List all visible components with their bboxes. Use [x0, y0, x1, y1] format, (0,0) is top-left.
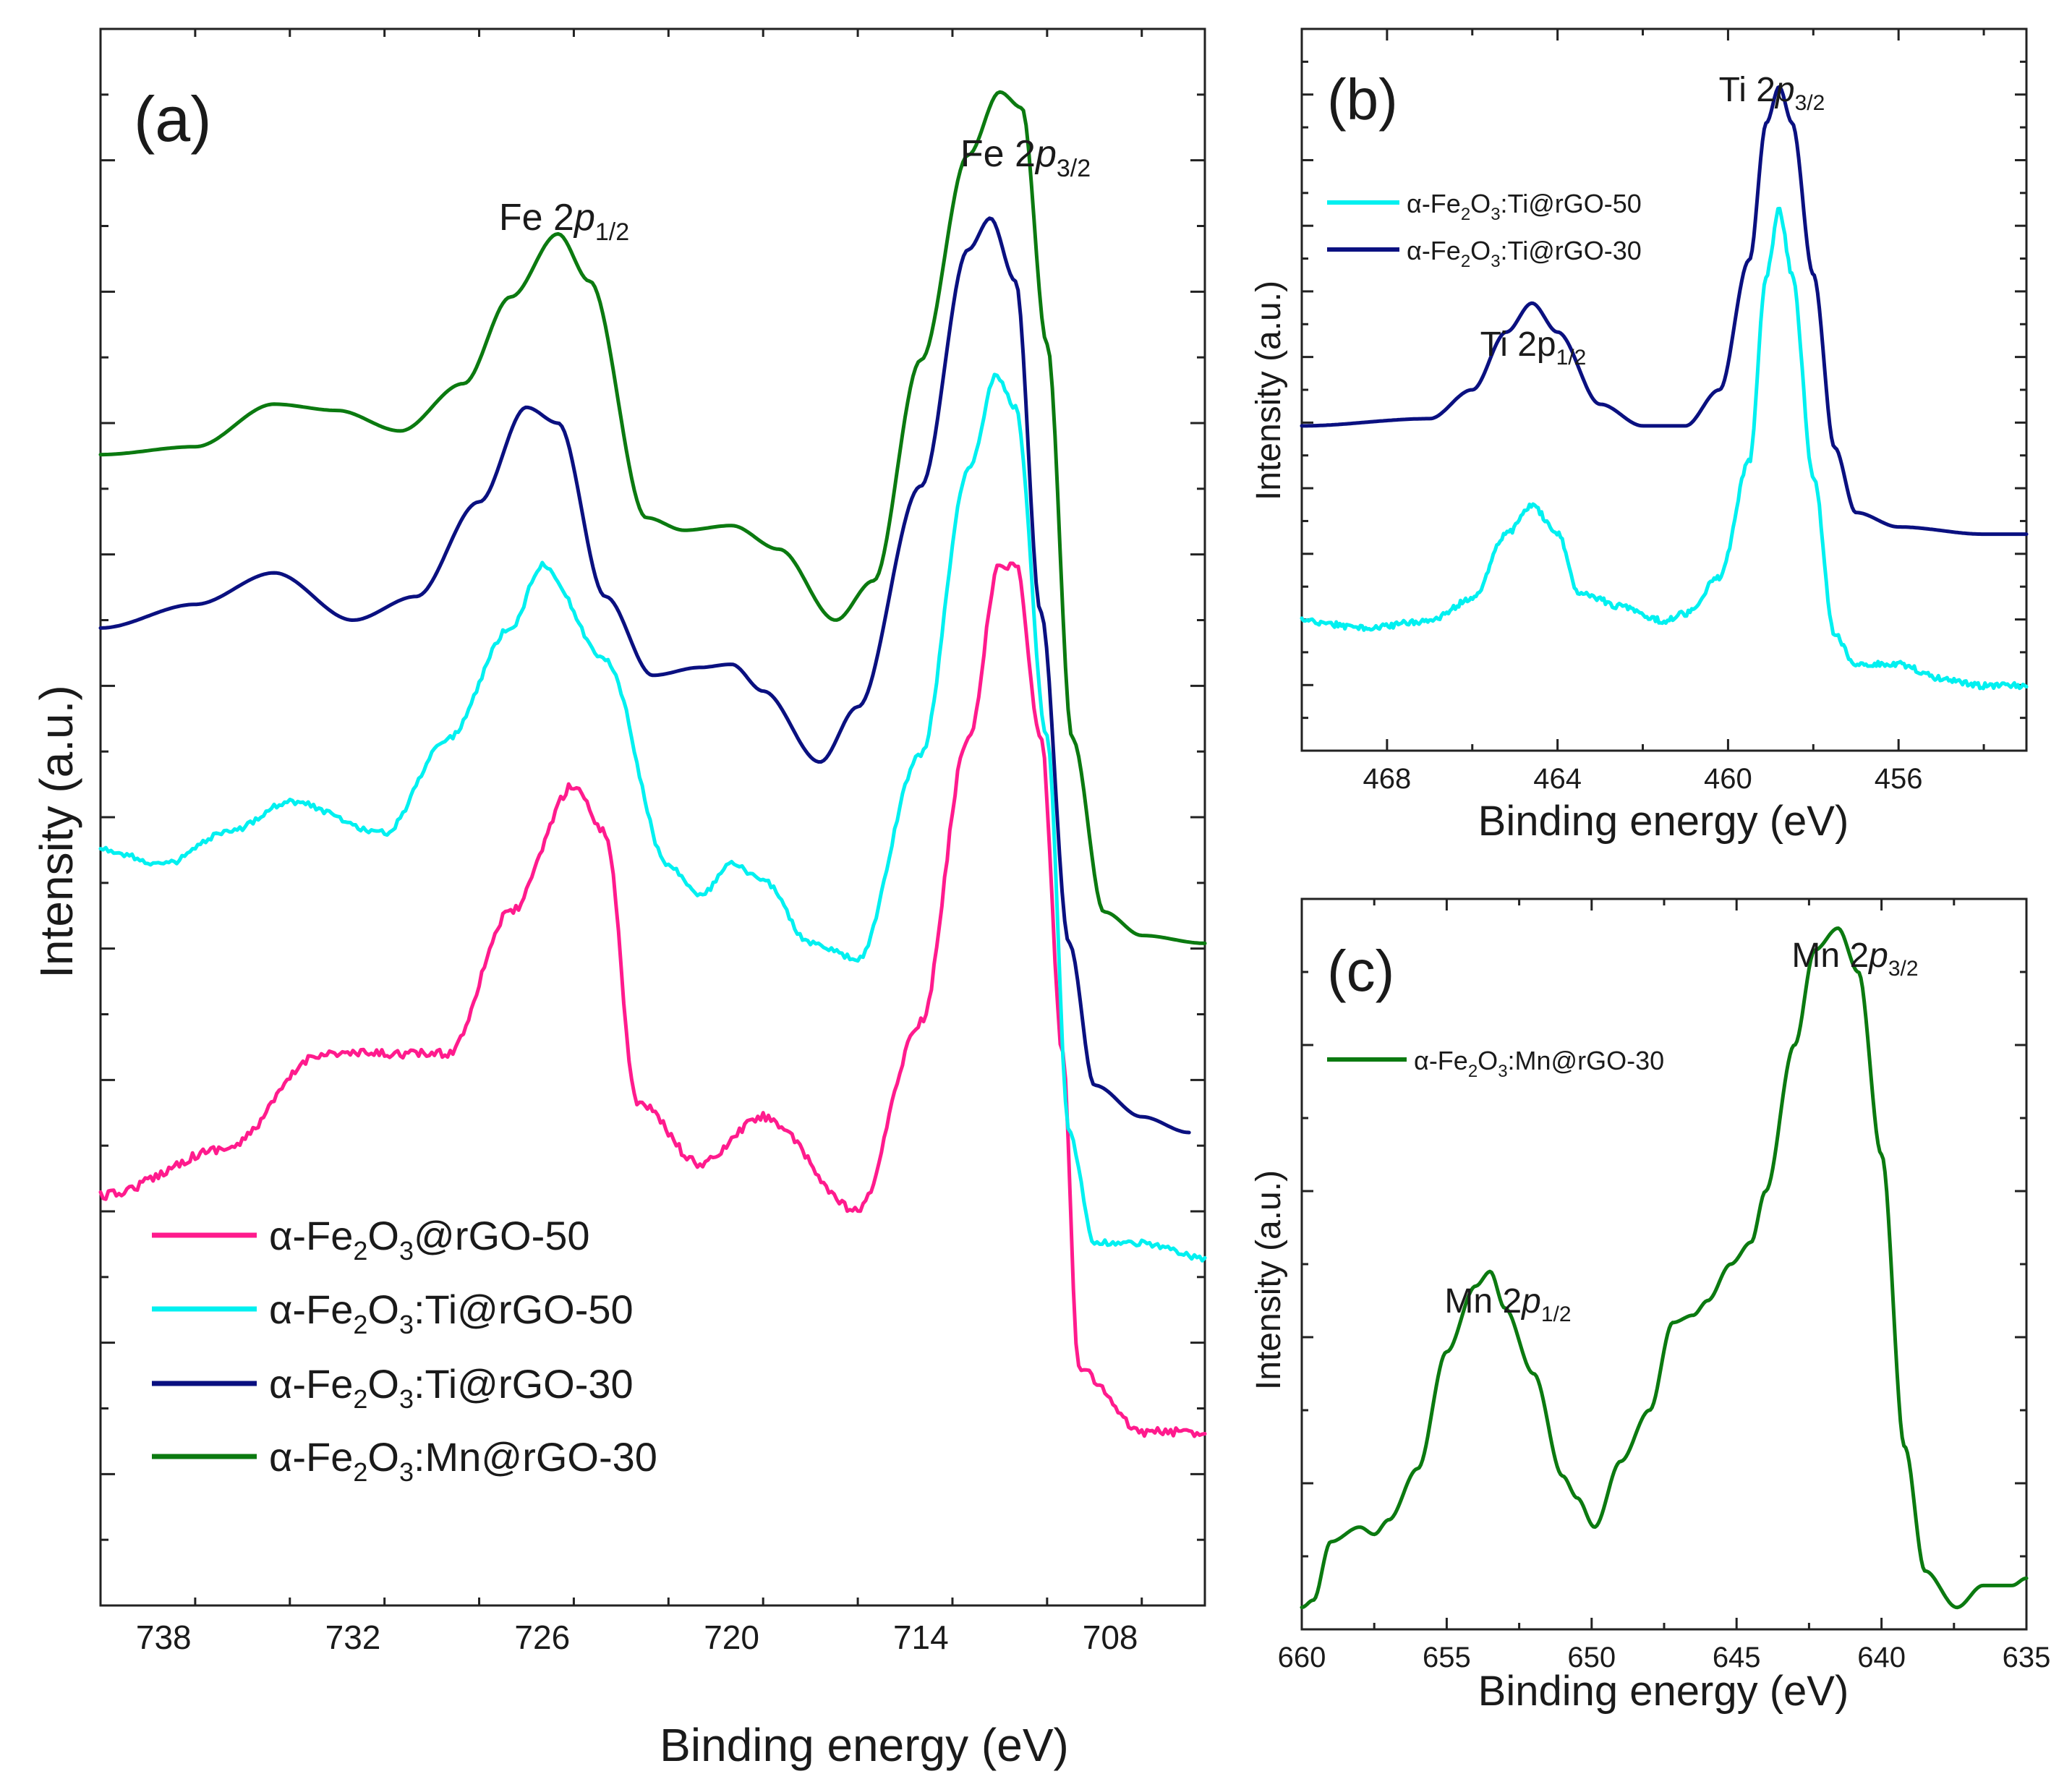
legend-label-fe2o3-ti-rgo-30: α-Fe2O3:Ti@rGO-30: [269, 1361, 634, 1414]
legend-entry-c-fe2o3-mn-rgo-30: α-Fe2O3:Mn@rGO-30: [1327, 1046, 1664, 1081]
series-a--fe2o3-ti-rgo-30: [98, 216, 1191, 1135]
x-tick-label: 650: [1567, 1642, 1616, 1673]
panel-a-plot-frame: [99, 27, 1206, 1607]
panel-a: 738 732 726 720 714 708 (a) Fe 2p1/2 Fe 2p3/2…: [30, 27, 1207, 1771]
panel-c: 660 655 650 645 640 635 (c) Mn 2p1/2 Mn 2p3/2…: [1250, 897, 2051, 1715]
panel-b-x-ticks: 468 464 460 456: [1300, 29, 1985, 795]
x-tick-label: 464: [1533, 763, 1582, 795]
x-tick-label: 738: [136, 1618, 192, 1656]
legend-entry-b-fe2o3-ti-rgo-30: α-Fe2O3:Ti@rGO-30: [1327, 236, 1642, 271]
x-tick-label: 726: [514, 1618, 570, 1656]
panel-b-plot-frame: [1300, 27, 2028, 752]
panel-a-y-ticks: [101, 93, 1205, 1541]
legend-label-fe2o3-ti-rgo-50: α-Fe2O3:Ti@rGO-50: [269, 1287, 634, 1339]
x-tick-label: 468: [1363, 763, 1412, 795]
panel-b: 468 464 460 456 (b) Ti 2p1/2 Ti 2p3/2 Bindi…: [1250, 27, 2029, 845]
panel-c-x-axis-label: Binding energy (eV): [1478, 1668, 1849, 1715]
legend-entry-fe2o3-ti-rgo-30: α-Fe2O3:Ti@rGO-30: [152, 1361, 634, 1414]
legend-entry-fe2o3-ti-rgo-50: α-Fe2O3:Ti@rGO-50: [152, 1287, 634, 1339]
panel-b-y-axis-label: Intensity (a.u.): [1250, 281, 1288, 500]
x-tick-label: 708: [1083, 1618, 1138, 1656]
series-b--fe2o3-ti-rgo-30: [1300, 85, 2029, 537]
panel-a-x-ticks: 738 732 726 720 714 708: [99, 29, 1143, 1656]
panel-a-y-axis-label: Intensity (a.u.): [30, 685, 82, 978]
series-b--fe2o3-ti-rgo-50: [1300, 206, 2029, 691]
panel-c-x-ticks: 660 655 650 645 640 635: [1278, 899, 2051, 1673]
annotation-subscript: 1/2: [595, 218, 629, 246]
x-tick-label: 456: [1875, 763, 1923, 795]
panel-c-label: (c): [1327, 939, 1394, 1003]
x-tick-label: 655: [1423, 1642, 1471, 1673]
x-tick-label: 645: [1713, 1642, 1761, 1673]
series-c--fe2o3-mn-rgo-30: [1300, 926, 2029, 1610]
panel-a-legend: α-Fe2O3@rGO-50 α-Fe2O3:Ti@rGO-50 α-Fe2O3…: [152, 1213, 657, 1487]
panel-b-label: (b): [1327, 67, 1398, 132]
panel-c-annotation-mn-2p12: Mn 2p1/2: [1444, 1282, 1571, 1326]
legend-label-b-fe2o3-ti-rgo-30: α-Fe2O3:Ti@rGO-30: [1407, 236, 1642, 271]
series-a--fe2o3-ti-rgo-50: [98, 372, 1207, 1263]
panel-b-annotation-ti-2p12: Ti 2p1/2: [1480, 325, 1587, 370]
x-tick-label: 460: [1704, 763, 1752, 795]
series-a--fe2o3-rgo-50: [98, 561, 1207, 1438]
x-tick-label: 720: [704, 1618, 759, 1656]
x-tick-label: 732: [325, 1618, 381, 1656]
legend-entry-fe2o3-mn-rgo-30: α-Fe2O3:Mn@rGO-30: [152, 1434, 657, 1487]
panel-b-x-axis-label: Binding energy (eV): [1478, 798, 1849, 845]
x-tick-label: 635: [2003, 1642, 2051, 1673]
x-tick-label: 714: [893, 1618, 949, 1656]
panel-c-y-axis-label: Intensity (a.u.): [1250, 1170, 1288, 1390]
legend-entry-b-fe2o3-ti-rgo-50: α-Fe2O3:Ti@rGO-50: [1327, 189, 1642, 224]
series-a--fe2o3-mn-rgo-30: [98, 90, 1207, 945]
annotation-orbital: p: [1034, 133, 1057, 175]
legend-label-c-fe2o3-mn-rgo-30: α-Fe2O3:Mn@rGO-30: [1414, 1046, 1664, 1081]
annotation-main: Fe 2: [960, 133, 1036, 175]
annotation-orbital: p: [573, 197, 595, 239]
panel-a-annotation-fe-2p12: Fe 2p1/2: [499, 197, 629, 246]
x-tick-label: 640: [1857, 1642, 1906, 1673]
annotation-subscript: 3/2: [1057, 155, 1091, 182]
panel-a-traces: [98, 90, 1207, 1438]
panel-a-label: (a): [134, 83, 212, 155]
legend-label-fe2o3-mn-rgo-30: α-Fe2O3:Mn@rGO-30: [269, 1434, 657, 1487]
panel-c-y-ticks: [1302, 971, 2026, 1558]
panel-c-traces: [1300, 926, 2029, 1610]
panel-b-legend: α-Fe2O3:Ti@rGO-50 α-Fe2O3:Ti@rGO-30: [1327, 189, 1642, 271]
legend-entry-fe2o3-rgo-50: α-Fe2O3@rGO-50: [152, 1213, 590, 1266]
legend-label-fe2o3-rgo-50: α-Fe2O3@rGO-50: [269, 1213, 590, 1266]
x-tick-label: 660: [1278, 1642, 1326, 1673]
panel-a-x-axis-label: Binding energy (eV): [660, 1719, 1069, 1771]
panel-b-annotation-ti-2p32: Ti 2p3/2: [1719, 71, 1825, 115]
panel-b-traces: [1300, 85, 2029, 691]
annotation-main: Fe 2: [499, 197, 574, 239]
panel-c-annotation-mn-2p32: Mn 2p3/2: [1791, 937, 1918, 981]
panel-c-legend: α-Fe2O3:Mn@rGO-30: [1327, 1046, 1664, 1081]
panel-a-annotation-fe-2p32: Fe 2p3/2: [960, 133, 1091, 182]
legend-label-b-fe2o3-ti-rgo-50: α-Fe2O3:Ti@rGO-50: [1407, 189, 1642, 224]
